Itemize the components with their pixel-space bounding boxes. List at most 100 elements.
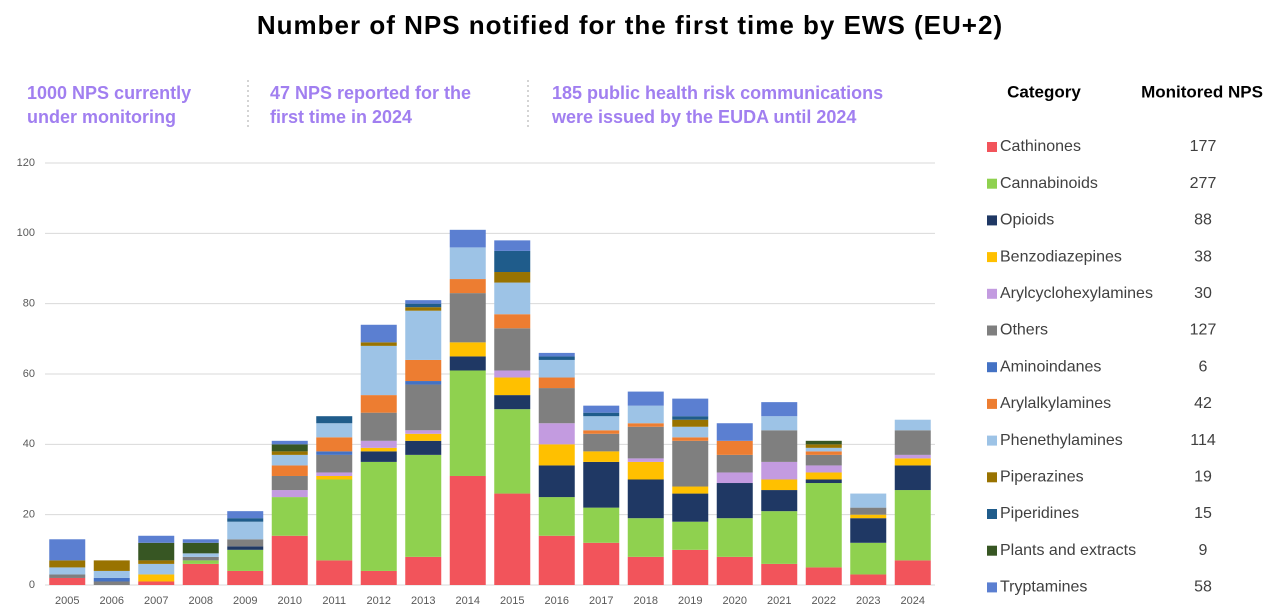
x-tick-label: 2023 — [856, 595, 880, 607]
legend-swatch — [987, 545, 997, 556]
x-tick-label: 2009 — [233, 595, 257, 607]
bar-segment — [49, 574, 86, 578]
legend-label: Aminoindanes — [1000, 358, 1101, 375]
bar-segment — [583, 416, 620, 431]
bar-segment — [182, 563, 219, 585]
monitored-count: 9 — [1199, 542, 1208, 559]
bar-segment — [583, 405, 620, 413]
bar-segment — [627, 426, 664, 459]
bar-segment — [583, 507, 620, 543]
bar-segment — [360, 440, 397, 448]
bar-segment — [449, 293, 486, 343]
bar-segment — [716, 472, 753, 484]
bar-segment — [761, 563, 798, 585]
bar-segment — [716, 556, 753, 585]
legend-swatch — [987, 362, 997, 373]
bar-segment — [850, 518, 887, 543]
bar-segment — [672, 440, 709, 487]
bar-segment — [538, 444, 575, 466]
legend-swatch — [987, 215, 997, 226]
bar-segment — [316, 423, 353, 438]
monitored-count: 277 — [1190, 175, 1217, 192]
bar-segment — [627, 518, 664, 557]
bar-segment — [449, 370, 486, 476]
bar-segment — [627, 391, 664, 406]
legend-swatch — [987, 142, 997, 152]
legend-header: Monitored NPS — [1141, 82, 1263, 101]
bar-segment — [583, 542, 620, 585]
bar-segment — [805, 483, 842, 568]
bar-segment — [405, 300, 442, 304]
bar-segment — [405, 381, 442, 385]
bar-segment — [627, 423, 664, 427]
x-tick-label: 2006 — [100, 595, 124, 607]
bar-segment — [894, 465, 931, 491]
bar-segment — [405, 384, 442, 431]
bar-segment — [538, 352, 575, 357]
bar-segment — [182, 556, 219, 561]
legend-label: Arylalkylamines — [1000, 395, 1111, 412]
legend-label: Cathinones — [1000, 138, 1081, 155]
bar-segment — [894, 430, 931, 455]
bar-segment — [227, 521, 264, 540]
annotation: 47 NPS reported for the — [270, 83, 471, 103]
bar-segment — [316, 451, 353, 455]
bar-segment — [538, 388, 575, 424]
bar-segment — [494, 240, 531, 251]
bar-segment — [805, 567, 842, 585]
x-tick-label: 2010 — [278, 595, 302, 607]
bar-segment — [316, 437, 353, 452]
bar-segment — [271, 497, 308, 536]
bar-segment — [405, 303, 442, 308]
bar-segment — [360, 395, 397, 413]
monitored-count: 42 — [1194, 395, 1212, 412]
bar-segment — [716, 518, 753, 557]
bar-segment — [894, 419, 931, 431]
legend-label: Opioids — [1000, 212, 1054, 229]
legend-swatch — [987, 472, 997, 483]
bar-segment — [360, 570, 397, 585]
legend-label: Piperazines — [1000, 469, 1084, 486]
monitored-count: 127 — [1190, 322, 1217, 339]
bar-segment — [494, 395, 531, 410]
bar-segment — [894, 454, 931, 459]
legend-swatch — [987, 582, 997, 593]
monitored-count: 15 — [1194, 505, 1212, 522]
bar-segment — [761, 461, 798, 480]
monitored-count: 88 — [1194, 212, 1212, 229]
bar-segment — [494, 328, 531, 371]
bar-segment — [761, 416, 798, 431]
legend-swatch — [987, 435, 997, 446]
x-tick-label: 2024 — [901, 595, 925, 607]
bar-segment — [449, 229, 486, 248]
x-tick-label: 2016 — [545, 595, 569, 607]
bar-segment — [538, 465, 575, 498]
x-tick-label: 2017 — [589, 595, 613, 607]
bar-segment — [850, 507, 887, 515]
bar-segment — [138, 563, 175, 575]
monitored-count: 114 — [1190, 432, 1216, 449]
bar-segment — [672, 549, 709, 585]
bar-segment — [672, 426, 709, 438]
bar-segment — [494, 493, 531, 585]
bar-segment — [227, 511, 264, 519]
bar-segment — [405, 359, 442, 382]
x-tick-label: 2008 — [189, 595, 213, 607]
bar-segment — [271, 440, 308, 445]
y-tick-label: 0 — [29, 579, 35, 591]
bar-segment — [405, 556, 442, 585]
bar-segment — [494, 377, 531, 396]
annotation: 185 public health risk communications — [552, 83, 883, 103]
bar-segment — [805, 479, 842, 484]
bar-segment — [672, 486, 709, 494]
bar-segment — [494, 409, 531, 494]
bar-segment — [227, 539, 264, 547]
annotation: 1000 NPS currently — [27, 83, 191, 103]
bar-segment — [271, 475, 308, 491]
bar-segment — [182, 560, 219, 564]
bar-segment — [761, 511, 798, 564]
bar-segment — [405, 454, 442, 557]
bar-segment — [494, 272, 531, 283]
bar-segment — [49, 577, 86, 585]
bar-segment — [805, 465, 842, 473]
